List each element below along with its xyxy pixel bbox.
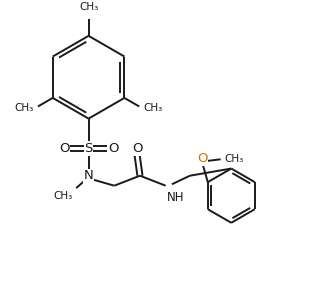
Text: NH: NH (167, 191, 184, 204)
Text: CH₃: CH₃ (144, 103, 163, 113)
Text: O: O (197, 152, 207, 165)
Text: O: O (132, 142, 142, 155)
Text: O: O (108, 142, 118, 155)
Text: CH₃: CH₃ (54, 191, 73, 201)
Text: CH₃: CH₃ (14, 103, 34, 113)
Text: CH₃: CH₃ (224, 154, 243, 164)
Text: N: N (84, 169, 94, 182)
Text: CH₃: CH₃ (79, 3, 98, 12)
Text: S: S (84, 142, 93, 155)
Text: O: O (59, 142, 69, 155)
